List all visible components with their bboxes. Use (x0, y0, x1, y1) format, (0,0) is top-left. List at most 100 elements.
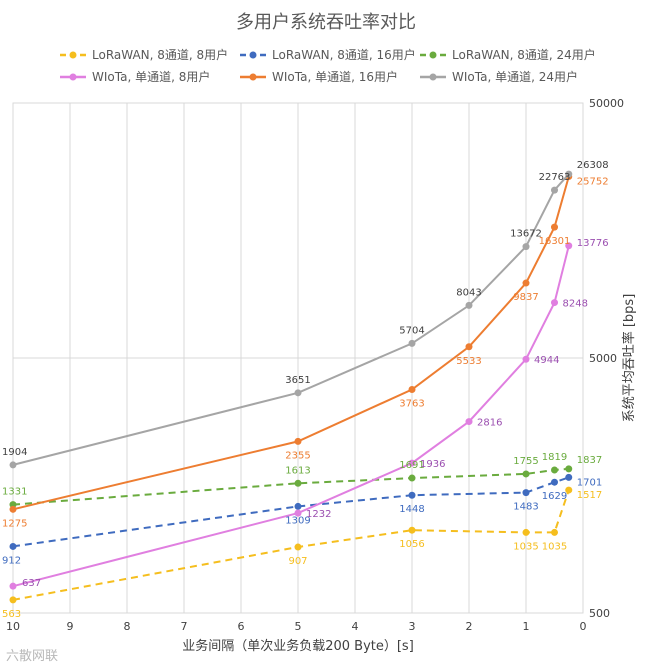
series-line (12, 476, 570, 548)
series (9, 486, 573, 604)
data-label: 26308 (577, 160, 609, 171)
data-point (294, 437, 302, 445)
legend: LoRaWAN, 8通道, 8用户 LoRaWAN, 8通道, 16用户 LoRaW… (60, 47, 596, 84)
data-point (551, 478, 558, 486)
data-label: 8043 (456, 287, 481, 298)
legend-item: WIoTa, 单通道, 8用户 (60, 69, 210, 84)
data-point (522, 528, 530, 536)
data-point (465, 343, 473, 351)
data-point (551, 299, 558, 307)
data-label: 5704 (399, 325, 424, 336)
data-point (9, 461, 17, 469)
x-tick-label: 9 (67, 620, 74, 633)
data-point (294, 389, 302, 397)
data-point (408, 491, 416, 499)
data-point (294, 502, 302, 510)
data-label: 1056 (399, 539, 424, 550)
legend-swatch-marker (249, 73, 257, 81)
series (9, 170, 573, 469)
legend-item: WIoTa, 单通道, 16用户 (240, 69, 398, 84)
chart-title: 多用户系统吞吐率对比 (236, 12, 416, 33)
data-label: 1035 (513, 541, 538, 552)
legend-item: LoRaWAN, 8通道, 24用户 (420, 47, 596, 62)
legend-label: WIoTa, 单通道, 8用户 (92, 69, 210, 84)
data-point (551, 528, 558, 536)
x-tick-label: 5 (295, 620, 302, 633)
data-label: 1613 (285, 465, 310, 476)
data-label: 1517 (577, 490, 602, 501)
legend-swatch-marker (69, 73, 77, 81)
data-label: 16301 (539, 236, 571, 247)
data-point (294, 543, 302, 551)
data-point (522, 470, 530, 478)
data-point (408, 339, 416, 347)
y-tick-label: 5000 (589, 352, 617, 365)
data-point (522, 355, 530, 363)
data-labels: 563 907 1056 1035 1035 1517 912 1309 1448 1483 162… (2, 160, 609, 620)
data-label: 3763 (399, 398, 424, 409)
data-label: 1232 (306, 509, 331, 520)
data-point (294, 479, 302, 487)
data-label: 1483 (513, 502, 538, 513)
data-label: 4944 (534, 355, 559, 366)
gridlines (12, 102, 584, 614)
data-point (408, 459, 416, 467)
data-label: 1331 (2, 487, 27, 498)
data-label: 2816 (477, 418, 502, 429)
data-point (565, 486, 573, 494)
data-point (465, 418, 473, 426)
data-label: 9837 (513, 292, 538, 303)
legend-label: LoRaWAN, 8通道, 8用户 (92, 47, 228, 62)
data-label: 1309 (285, 515, 310, 526)
series (9, 473, 573, 550)
legend-label: WIoTa, 单通道, 16用户 (272, 69, 398, 84)
data-point (551, 466, 558, 474)
x-tick-label: 8 (124, 620, 131, 633)
watermark-logo: 六散网联 (6, 649, 59, 664)
data-point (9, 582, 17, 590)
data-label: 907 (288, 556, 307, 567)
y-tick-label: 50000 (589, 97, 624, 110)
data-label: 13776 (577, 238, 609, 249)
legend-item: WIoTa, 单通道, 24用户 (420, 69, 578, 84)
data-point (9, 542, 17, 550)
data-label: 1275 (2, 518, 27, 529)
data-label: 8248 (563, 299, 588, 310)
data-point (551, 186, 558, 194)
x-tick-label: 10 (6, 620, 20, 633)
data-label: 22763 (539, 172, 571, 183)
legend-swatch-marker (429, 73, 437, 81)
data-label: 1936 (420, 459, 445, 470)
x-tick-label: 7 (181, 620, 188, 633)
legend-swatch-marker (429, 51, 437, 59)
data-point (565, 242, 573, 250)
series-line (12, 489, 570, 601)
data-point (408, 385, 416, 393)
y-axis-title: 系统平均吞吐率 [bps] (621, 294, 637, 423)
data-label: 25752 (577, 176, 609, 187)
data-point (9, 596, 17, 604)
legend-swatch-marker (69, 51, 77, 59)
data-point (551, 223, 558, 231)
data-label: 13672 (510, 229, 542, 240)
series (9, 242, 573, 590)
data-label: 912 (2, 555, 21, 566)
x-tick-label: 3 (409, 620, 416, 633)
x-axis-title: 业务间隔（单次业务负载200 Byte）[s] (182, 638, 414, 654)
data-label: 1629 (542, 491, 567, 502)
data-point (522, 279, 530, 287)
data-point (565, 473, 573, 481)
data-label: 563 (2, 609, 21, 620)
legend-item: LoRaWAN, 8通道, 8用户 (60, 47, 228, 62)
data-point (565, 170, 573, 178)
x-tick-label: 1 (523, 620, 530, 633)
data-point (294, 509, 302, 517)
data-point (408, 474, 416, 482)
series-layer (9, 170, 573, 604)
data-label: 637 (22, 578, 41, 589)
data-label: 2355 (285, 450, 310, 461)
data-label: 1755 (513, 456, 538, 467)
legend-label: LoRaWAN, 8通道, 24用户 (452, 47, 596, 62)
